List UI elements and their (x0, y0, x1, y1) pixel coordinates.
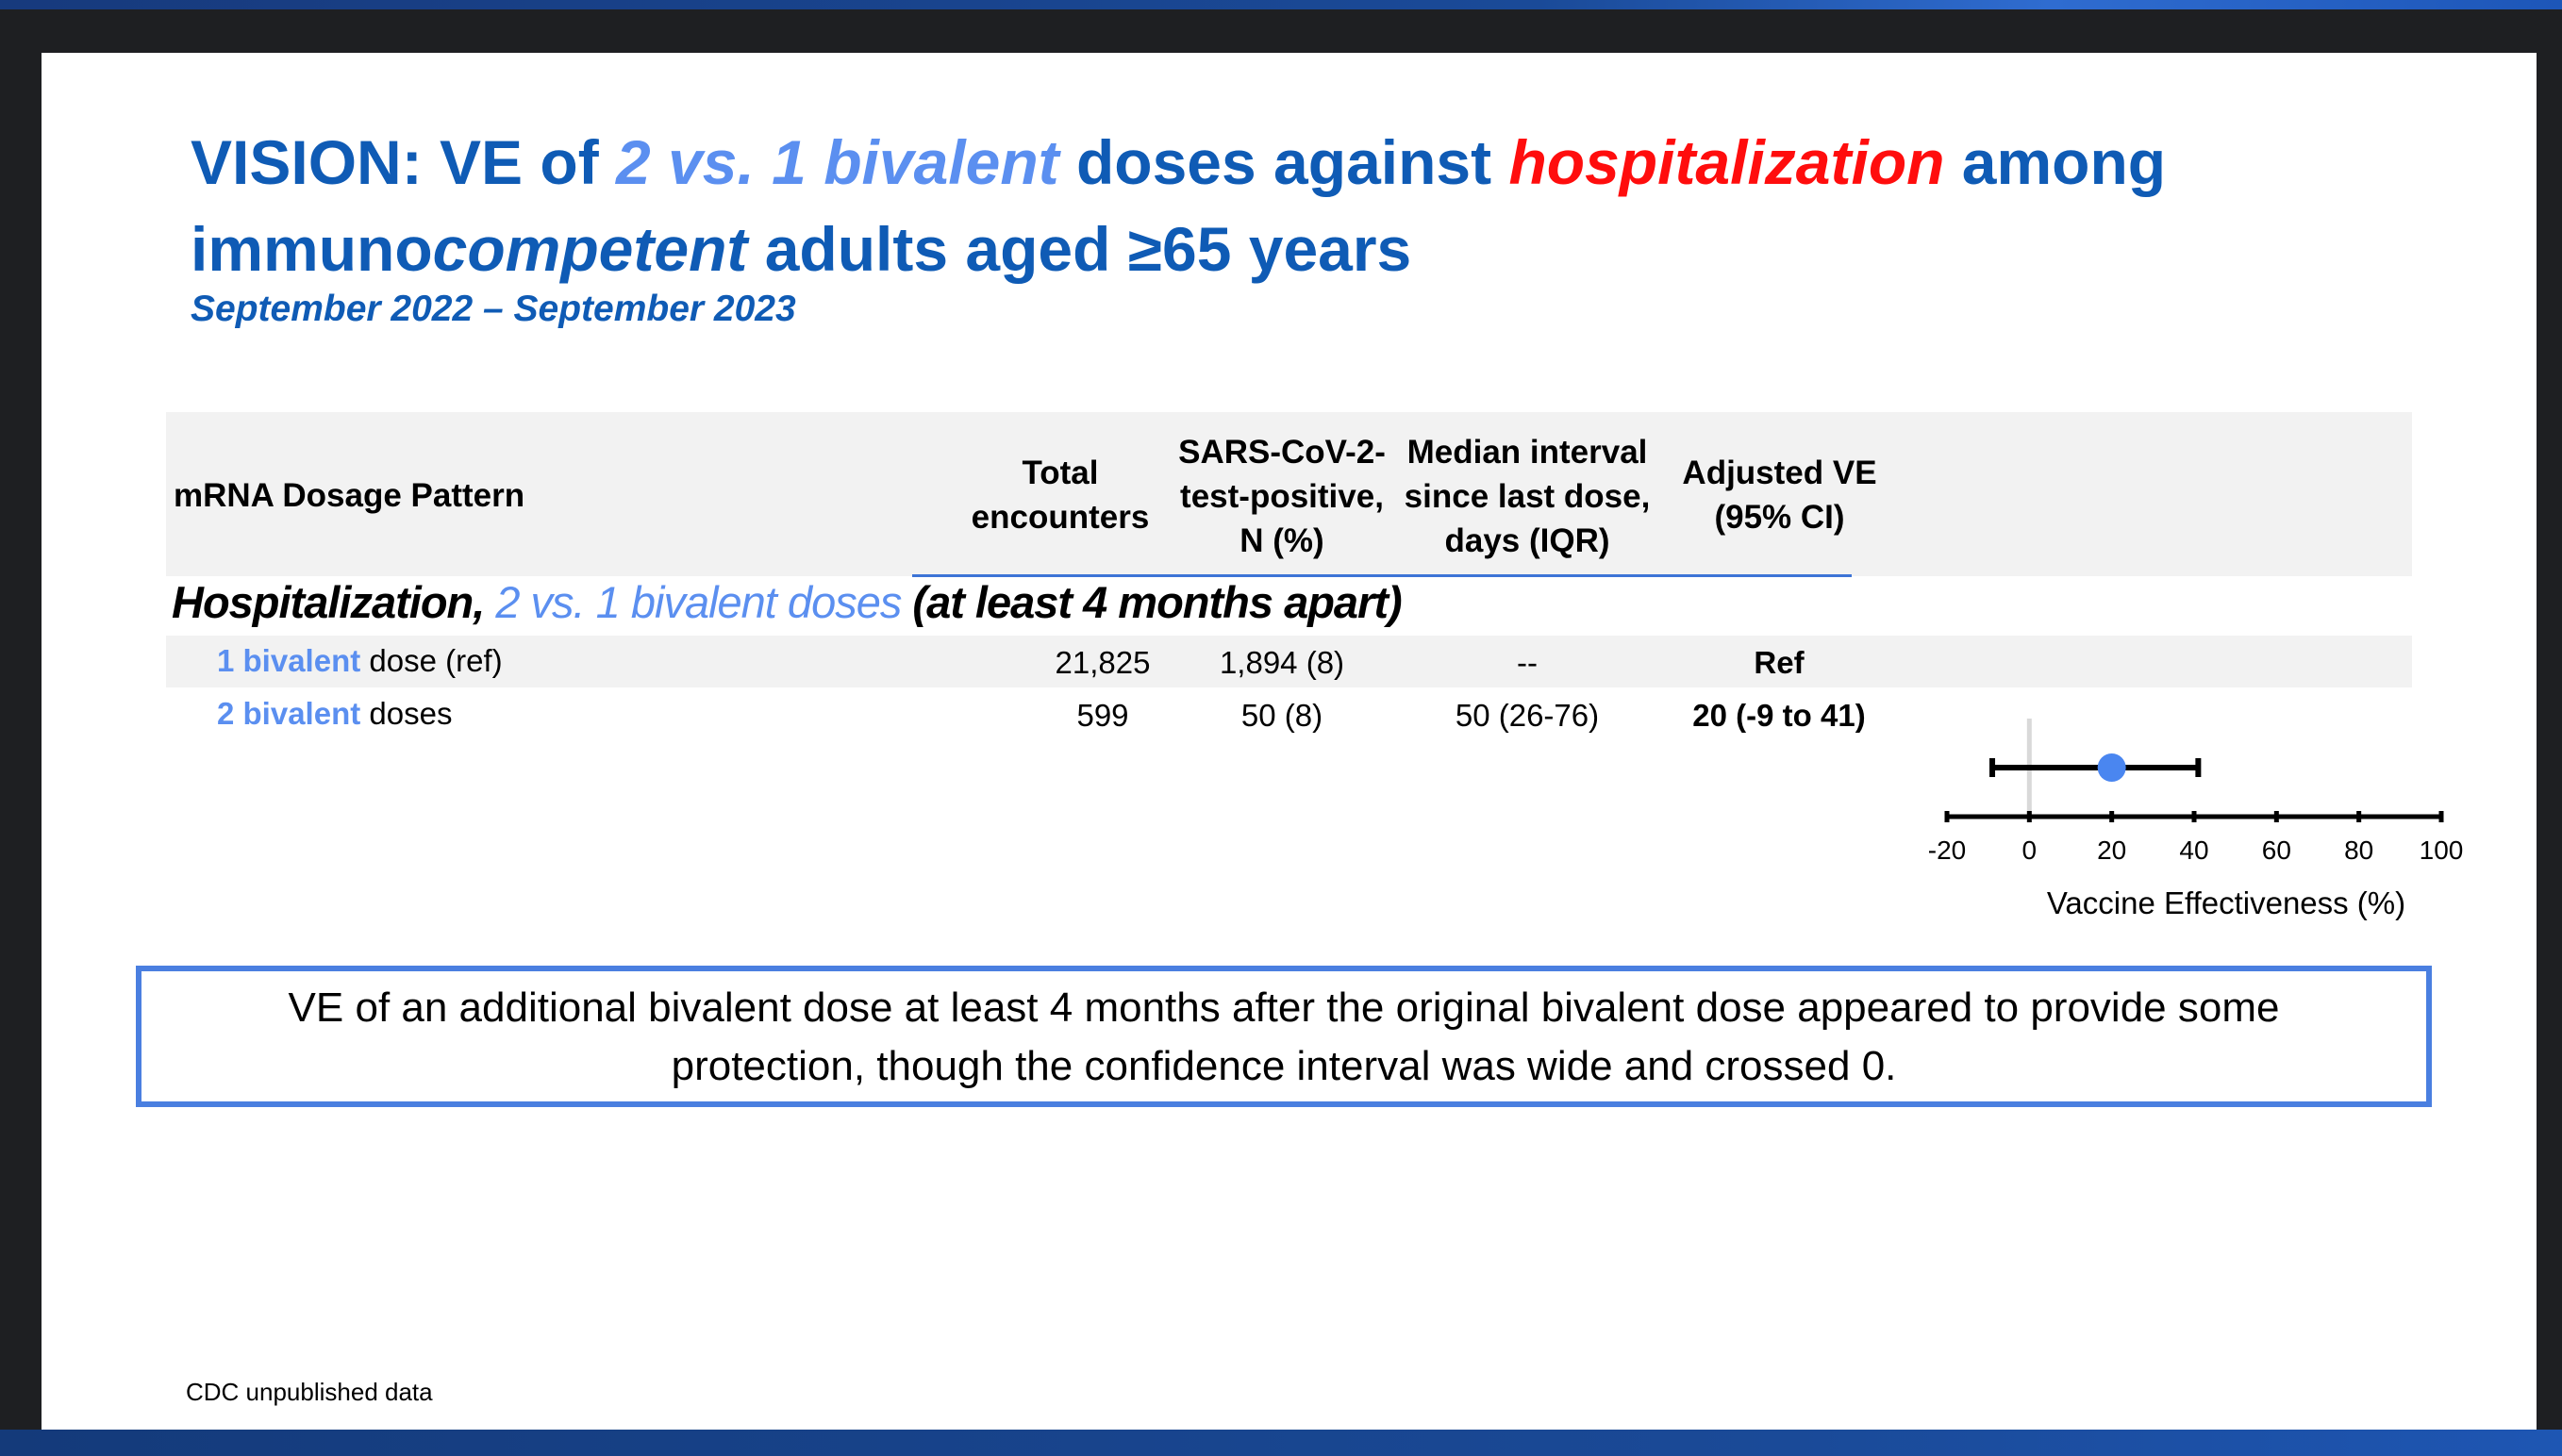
header-line: encounters (971, 499, 1150, 536)
section-label: Hospitalization, 2 vs. 1 bivalent doses … (172, 576, 1403, 628)
section-text: Hospitalization, (172, 577, 496, 627)
row-label-highlight: 2 bivalent (217, 696, 361, 731)
header-line: since last dose, (1404, 478, 1651, 515)
header-line: (95% CI) (1714, 499, 1845, 536)
header-line: SARS-CoV-2- (1178, 434, 1386, 471)
header-test-positive: SARS-CoV-2- test-positive, N (%) (1159, 430, 1405, 563)
title-line-1: VISION: VE of 2 vs. 1 bivalent doses aga… (191, 119, 2360, 206)
header-adjusted-ve: Adjusted VE (95% CI) (1664, 451, 1895, 539)
header-line: test-positive, (1180, 478, 1384, 515)
header-line: Total (1022, 455, 1099, 491)
cell-positive: 50 (8) (1240, 698, 1323, 733)
table-row-shading (166, 636, 2412, 687)
header-line: N (%) (1239, 522, 1324, 559)
table-row-label: 2 bivalent doses (217, 696, 452, 732)
cell-median: -- (1517, 645, 1538, 680)
cell-ve: 20 (-9 to 41) (1692, 698, 1866, 733)
header-total-encounters: Total encounters (942, 451, 1178, 539)
window-bottom-bar (0, 1430, 2562, 1456)
window-top-bar (0, 0, 2562, 9)
header-median-interval: Median interval since last dose, days (I… (1386, 430, 1669, 563)
slide-title: VISION: VE of 2 vs. 1 bivalent doses aga… (191, 119, 2360, 292)
cell-ve: Ref (1754, 645, 1805, 680)
x-tick-label: 60 (2262, 836, 2291, 865)
x-tick-label: 0 (2022, 836, 2038, 865)
cell-median: 50 (26-76) (1455, 698, 1600, 733)
title-text: immuno (191, 214, 433, 284)
row-label-text: doses (360, 696, 453, 731)
title-highlight-doses: 2 vs. 1 bivalent (616, 127, 1059, 197)
forest-plot: -20 0 20 40 60 80 100 Vaccine Effectiveness (%) (1928, 719, 2464, 920)
slide: VISION: VE of 2 vs. 1 bivalent doses aga… (42, 53, 2537, 1430)
title-highlight-hospitalization: hospitalization (1508, 127, 1945, 197)
section-text: (at least 4 months apart) (901, 577, 1402, 627)
cell-total: 599 (1076, 698, 1129, 733)
x-tick-label: 100 (2420, 836, 2464, 865)
footnote: CDC unpublished data (186, 1378, 433, 1406)
header-dosage-pattern: mRNA Dosage Pattern (174, 477, 525, 514)
x-tick-label: 80 (2344, 836, 2373, 865)
table-header-background (166, 412, 2412, 576)
header-line: days (IQR) (1444, 522, 1610, 559)
title-text: adults aged ≥65 years (747, 214, 1412, 284)
cell-positive: 1,894 (8) (1219, 645, 1345, 680)
slide-subtitle: September 2022 – September 2023 (191, 289, 796, 329)
title-text: VISION: VE of (191, 127, 617, 197)
x-tick-label: 40 (2179, 836, 2208, 865)
ve-point-estimate (2097, 753, 2126, 782)
title-text: among (1944, 127, 2167, 197)
callout-line: VE of an additional bivalent dose at lea… (288, 984, 2280, 1031)
header-line: Median interval (1406, 434, 1648, 471)
table-header-underline (912, 574, 1852, 577)
title-line-2: immunocompetent adults aged ≥65 years (191, 206, 2360, 292)
x-tick-label: -20 (1928, 836, 1966, 865)
title-italic-competent: competent (432, 214, 748, 284)
table-row-label: 1 bivalent dose (ref) (217, 643, 503, 679)
cell-total: 21,825 (1055, 645, 1151, 680)
x-axis-label: Vaccine Effectiveness (%) (2047, 885, 2405, 920)
header-line: Adjusted VE (1682, 455, 1877, 491)
callout-box: VE of an additional bivalent dose at lea… (136, 966, 2432, 1107)
row-label-text: dose (ref) (360, 643, 503, 678)
title-text: doses against (1058, 127, 1509, 197)
callout-line: protection, though the confidence interv… (671, 1043, 1897, 1089)
x-tick-label: 20 (2097, 836, 2126, 865)
section-highlight: 2 vs. 1 bivalent doses (495, 577, 902, 627)
row-label-highlight: 1 bivalent (217, 643, 361, 678)
